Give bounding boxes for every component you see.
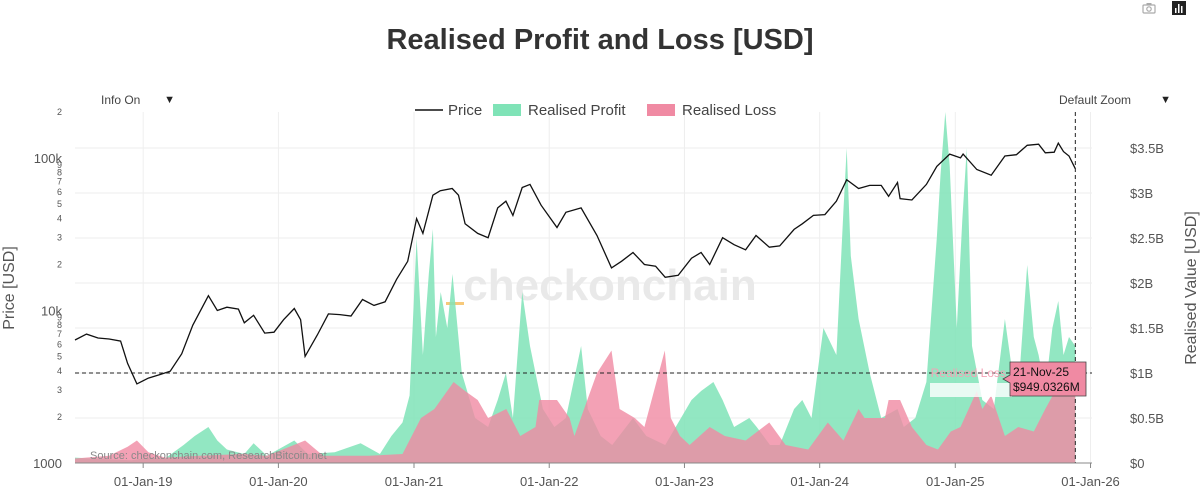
legend[interactable]: Price Realised Profit Realised Loss <box>415 102 776 119</box>
hover-series-bg <box>930 383 1012 397</box>
hover-value: $949.0326M <box>1013 380 1080 394</box>
realised-loss-area <box>75 350 1076 463</box>
x-tick-label: 01-Jan-20 <box>249 474 308 489</box>
left-tick-label: 3 <box>57 233 62 243</box>
legend-loss-label: Realised Loss <box>682 102 776 119</box>
hover-box <box>1002 361 1087 397</box>
left-tick-label: 7 <box>57 177 62 187</box>
camera-icon[interactable] <box>1142 1 1156 15</box>
right-tick-label: $1B <box>1130 366 1153 381</box>
x-tick-label: 01-Jan-22 <box>520 474 579 489</box>
left-tick-label: 4 <box>57 214 62 224</box>
right-tick-label: $2.5B <box>1130 231 1164 246</box>
source-text: Source: checkonchain.com, ResearchBitcoi… <box>90 450 327 462</box>
x-tick-label: 01-Jan-19 <box>114 474 173 489</box>
price-line <box>74 141 1076 385</box>
left-axis-title: Price [USD] <box>1 246 18 330</box>
info-dropdown-label: Info On <box>101 93 141 107</box>
right-tick-label: $3.5B <box>1130 141 1164 156</box>
line-series <box>74 112 1092 463</box>
left-tick-label: 6 <box>57 187 62 197</box>
left-tick-label: 100k <box>34 151 63 166</box>
left-tick-label: 9 <box>57 312 62 322</box>
legend-loss-swatch <box>647 104 675 116</box>
x-tick-label: 01-Jan-25 <box>926 474 985 489</box>
watermark: checkonchain <box>446 261 757 310</box>
left-tick-label: 6 <box>57 339 62 349</box>
x-tick-label: 01-Jan-24 <box>790 474 849 489</box>
area-series <box>75 112 1076 463</box>
left-tick-label: 2 <box>57 412 62 422</box>
left-tick-label: 3 <box>57 385 62 395</box>
right-tick-label: $3B <box>1130 186 1153 201</box>
right-axis-title: Realised Value [USD] <box>1183 211 1200 365</box>
left-tick-label: 10k <box>41 303 62 318</box>
hover-label: Realised Loss 21-Nov-25$949.0326M <box>930 361 1087 397</box>
legend-profit-label: Realised Profit <box>528 102 626 119</box>
right-tick-label: $1.5B <box>1130 321 1164 336</box>
right-tick-label: $2B <box>1130 276 1153 291</box>
info-dropdown[interactable]: Info On ▼ <box>95 89 181 111</box>
left-tick-label: 8 <box>57 320 62 330</box>
left-tick-label: 7 <box>57 329 62 339</box>
bar-chart-icon[interactable] <box>1172 1 1186 15</box>
chart-title: Realised Profit and Loss [USD] <box>386 24 814 56</box>
watermark-text: checkonchain <box>463 261 756 310</box>
left-tick-label: 4 <box>57 366 62 376</box>
right-tick-label: $0.5B <box>1130 411 1164 426</box>
x-tick-label: 01-Jan-23 <box>655 474 714 489</box>
chevron-down-icon: ▼ <box>1160 94 1171 106</box>
x-tick-label: 01-Jan-21 <box>385 474 444 489</box>
legend-price-label: Price <box>448 102 482 119</box>
x-tick-label: 01-Jan-26 <box>1061 474 1120 489</box>
zoom-dropdown-label: Default Zoom <box>1059 93 1132 107</box>
realised-profit-area <box>75 112 1076 463</box>
left-tick-label: 1000 <box>33 456 62 471</box>
chevron-down-icon: ▼ <box>164 94 175 106</box>
left-tick-label: 8 <box>57 168 62 178</box>
hover-date: 21-Nov-25 <box>1013 365 1069 379</box>
legend-profit-swatch <box>493 104 521 116</box>
left-tick-label: 2 <box>57 260 62 270</box>
hover-series-label: Realised Loss <box>931 366 1006 380</box>
axes: 10002345678910k23456789100k2$0$0.5B$1B$1… <box>1 107 1200 489</box>
zoom-dropdown[interactable]: Default Zoom ▼ <box>1053 89 1177 111</box>
left-tick-label: 5 <box>57 199 62 209</box>
left-tick-label: 2 <box>57 107 62 117</box>
left-tick-label: 9 <box>57 160 62 170</box>
left-tick-label: 5 <box>57 351 62 361</box>
right-tick-label: $0 <box>1130 456 1144 471</box>
